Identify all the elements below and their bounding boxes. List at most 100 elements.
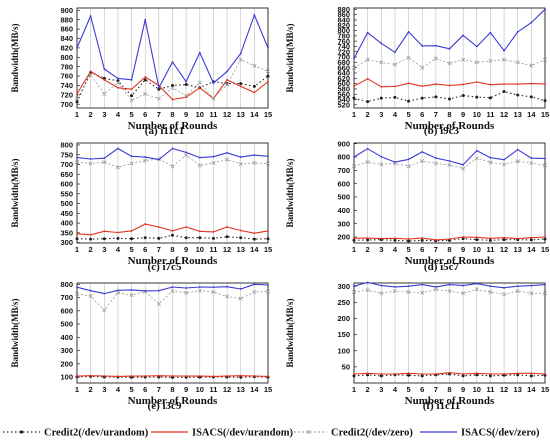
data-point-credit2_zero — [129, 98, 134, 103]
x-tick-label: 13 — [237, 110, 245, 119]
y-tick-label: 880 — [60, 15, 73, 24]
chart-panel-1: 1 2 3 4 5 6 7 8 9 10 11 12 13 14 157007207407607808008… — [10, 6, 272, 137]
data-point-isacs_zero — [503, 158, 505, 161]
data-point-isacs_urandom — [226, 226, 228, 228]
data-point-isacs_urandom — [89, 233, 92, 236]
x-tick-label: 15 — [264, 385, 272, 394]
y-tick-label: 650 — [60, 170, 73, 179]
data-point-credit2_zero — [184, 153, 189, 158]
x-tick-label: 7 — [434, 110, 438, 119]
data-point-credit2_zero — [225, 294, 230, 299]
data-point-isacs_urandom — [448, 371, 451, 374]
data-point-isacs_zero — [267, 155, 269, 158]
data-point-credit2_zero — [542, 57, 548, 62]
y-tick-label: 700 — [60, 100, 73, 109]
data-point-isacs_urandom — [530, 236, 533, 239]
data-point-isacs_zero — [462, 163, 465, 166]
data-point-isacs_urandom — [130, 88, 133, 91]
data-point-credit2_urandom — [502, 238, 506, 242]
data-point-credit2_urandom — [475, 238, 479, 242]
x-tick-label: 6 — [420, 385, 424, 394]
x-tick-label: 13 — [514, 245, 522, 254]
data-point-isacs_urandom — [503, 83, 505, 86]
data-point-credit2_zero — [115, 290, 120, 295]
data-point-isacs_zero — [475, 282, 478, 285]
data-point-credit2_zero — [197, 163, 202, 168]
data-point-isacs_urandom — [516, 237, 519, 240]
data-point-credit2_zero — [433, 287, 438, 292]
data-point-isacs_urandom — [394, 237, 396, 240]
x-tick-label: 7 — [157, 110, 161, 119]
data-point-credit2_urandom — [352, 238, 356, 242]
data-point-isacs_urandom — [434, 373, 437, 375]
x-tick-label: 11 — [486, 385, 494, 394]
y-tick-label: 540 — [337, 95, 350, 104]
data-point-isacs_urandom — [185, 96, 188, 99]
legend-item: Credit2(/dev/zero) — [290, 428, 413, 439]
data-point-isacs_urandom — [421, 85, 424, 88]
data-point-isacs_zero — [434, 285, 437, 288]
data-point-credit2_urandom — [488, 238, 492, 242]
x-tick-label: 12 — [500, 385, 508, 394]
x-tick-label: 2 — [89, 385, 93, 394]
data-point-isacs_zero — [516, 148, 519, 151]
data-point-credit2_urandom — [461, 237, 465, 241]
x-tick-label: 6 — [143, 385, 147, 394]
data-point-credit2_urandom — [366, 100, 370, 104]
x-tick-label: 8 — [170, 110, 174, 119]
data-point-isacs_zero — [144, 290, 147, 292]
data-point-credit2_zero — [379, 162, 384, 167]
data-point-credit2_urandom — [420, 96, 424, 100]
data-point-isacs_zero — [475, 45, 478, 48]
x-tick-label: 10 — [473, 245, 481, 254]
data-point-isacs_urandom — [89, 374, 92, 377]
data-point-credit2_urandom — [266, 74, 270, 78]
data-point-credit2_urandom — [366, 238, 370, 242]
data-point-credit2_zero — [392, 62, 397, 67]
y-tick-label: 720 — [60, 90, 73, 99]
data-point-credit2_urandom — [516, 373, 520, 377]
data-point-credit2_urandom — [529, 374, 533, 378]
data-point-credit2_zero — [351, 164, 357, 169]
x-tick-label: 7 — [157, 385, 161, 394]
data-point-credit2_zero — [351, 289, 357, 295]
data-point-credit2_urandom — [352, 96, 356, 100]
data-point-credit2_urandom — [198, 236, 202, 240]
data-point-credit2_zero — [461, 57, 466, 62]
data-point-credit2_urandom — [130, 94, 134, 98]
data-point-isacs_urandom — [407, 238, 410, 240]
legend-marker — [306, 429, 311, 435]
y-tick-label: 880 — [337, 5, 350, 14]
x-axis-label: Number of Rounds — [128, 255, 218, 267]
data-point-isacs_zero — [103, 68, 106, 70]
data-point-isacs_zero — [530, 284, 533, 287]
data-point-isacs_zero — [394, 51, 396, 54]
data-point-credit2_urandom — [171, 375, 174, 379]
y-tick-label: 50 — [342, 362, 350, 371]
data-point-credit2_urandom — [157, 236, 161, 240]
y-tick-label: 500 — [60, 320, 73, 329]
data-point-isacs_urandom — [489, 237, 492, 240]
y-tick-label: 700 — [60, 293, 73, 302]
data-point-credit2_urandom — [75, 237, 79, 241]
data-point-isacs_zero — [434, 157, 437, 159]
data-point-isacs_urandom — [380, 373, 383, 375]
data-point-isacs_urandom — [475, 372, 478, 375]
data-point-isacs_urandom — [212, 375, 215, 378]
y-tick-label: 780 — [60, 62, 73, 71]
data-point-isacs_zero — [117, 77, 119, 80]
y-tick-label: 300 — [337, 282, 350, 291]
data-point-credit2_zero — [488, 58, 493, 63]
data-point-isacs_urandom — [239, 229, 242, 232]
data-point-isacs_zero — [530, 21, 533, 24]
data-point-isacs_urandom — [544, 373, 546, 375]
legend-marker — [19, 430, 24, 434]
y-tick-label: 600 — [337, 179, 350, 188]
data-point-isacs_urandom — [144, 223, 147, 225]
data-point-isacs_urandom — [421, 373, 424, 375]
data-point-credit2_urandom — [252, 84, 256, 88]
y-tick-label: 500 — [60, 199, 73, 208]
chart-panel-2: 1 2 3 4 5 6 7 8 9 10 11 12 13 14 155205405605806006206… — [285, 5, 549, 137]
data-point-credit2_zero — [102, 91, 107, 96]
data-point-credit2_zero — [211, 289, 216, 295]
